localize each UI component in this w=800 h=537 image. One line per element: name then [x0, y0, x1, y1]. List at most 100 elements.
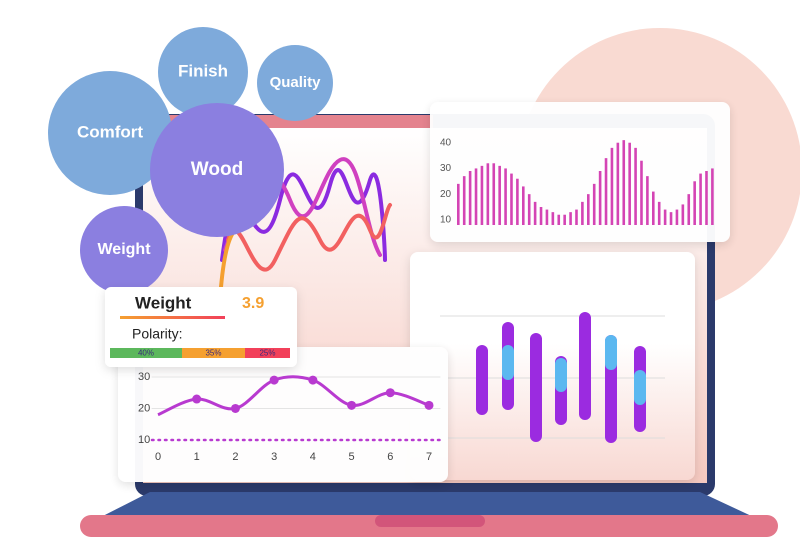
- bar: [462, 176, 466, 225]
- y-tick-label: 10: [138, 434, 150, 446]
- y-tick-label: 40: [440, 137, 452, 148]
- tooltip-score: 3.9: [242, 295, 264, 312]
- bar: [652, 191, 655, 225]
- bubble: [80, 206, 168, 294]
- bar: [474, 168, 478, 225]
- x-tick-label: 0: [155, 451, 161, 463]
- x-tick-label: 3: [271, 451, 277, 463]
- x-tick-label: 5: [349, 451, 355, 463]
- bar: [587, 194, 590, 225]
- bar: [498, 165, 501, 225]
- bar: [504, 168, 507, 225]
- bar: [468, 171, 472, 225]
- x-tick-label: 6: [387, 451, 393, 463]
- y-tick-label: 20: [138, 402, 150, 414]
- bar: [539, 207, 543, 225]
- bubble: [257, 45, 333, 121]
- bar: [646, 176, 649, 225]
- line-point: [308, 375, 318, 385]
- x-tick-label: 2: [232, 451, 238, 463]
- range-panel: [410, 252, 695, 480]
- y-tick-label: 30: [440, 163, 452, 174]
- keyboard: [95, 492, 760, 520]
- bar: [616, 142, 620, 225]
- bar: [492, 163, 496, 225]
- bubble-label: Comfort: [77, 122, 143, 141]
- x-tick-label: 1: [194, 451, 200, 463]
- bar: [563, 214, 566, 225]
- line-point: [269, 375, 279, 385]
- tooltip-title: Weight: [135, 293, 192, 312]
- bubble: [150, 103, 284, 237]
- bar: [693, 181, 696, 225]
- range-bar: [476, 345, 488, 415]
- polarity-segment: [182, 348, 245, 358]
- x-tick-label: 7: [426, 451, 432, 463]
- bar: [634, 147, 637, 225]
- bar: [657, 201, 661, 225]
- y-tick-label: 20: [440, 189, 452, 200]
- range-highlight: [555, 358, 567, 392]
- bar: [575, 209, 578, 225]
- bar: [569, 212, 572, 225]
- line-point: [347, 400, 357, 410]
- bar: [699, 173, 702, 225]
- bar: [663, 209, 667, 225]
- tooltip-underline: [120, 316, 225, 319]
- tooltip: [105, 287, 297, 367]
- line-panel: [118, 347, 448, 482]
- bar: [557, 214, 561, 225]
- polarity-label: 25%: [259, 349, 275, 358]
- range-highlight: [502, 345, 514, 380]
- y-tick-label: 30: [138, 371, 150, 383]
- bar: [604, 158, 608, 225]
- range-highlight: [605, 335, 617, 370]
- bar: [681, 204, 685, 225]
- bar: [675, 209, 679, 225]
- range-bar: [530, 333, 542, 442]
- line-point: [192, 394, 202, 404]
- bar: [598, 171, 602, 225]
- x-tick-label: 4: [310, 451, 316, 463]
- y-tick-label: 10: [440, 214, 452, 225]
- bar: [711, 168, 714, 225]
- bubble-label: Wood: [191, 159, 243, 180]
- bar: [628, 142, 631, 225]
- bubble-label: Weight: [97, 241, 151, 258]
- line-point: [424, 400, 434, 410]
- bar: [705, 171, 708, 225]
- bubble: [48, 71, 172, 195]
- bar: [551, 212, 555, 225]
- bar: [687, 194, 691, 225]
- polarity-segment: [245, 348, 290, 358]
- line-point: [230, 403, 240, 413]
- bar: [610, 147, 614, 225]
- bar: [669, 212, 673, 225]
- line-point: [385, 388, 395, 398]
- polarity-segment: [110, 348, 182, 358]
- bubble: [158, 27, 248, 117]
- bubble-label: Finish: [178, 61, 228, 80]
- bar: [533, 201, 537, 225]
- bar: [527, 194, 531, 225]
- bar: [581, 201, 584, 225]
- bar: [592, 183, 596, 225]
- bar: [486, 163, 490, 225]
- range-highlight: [634, 370, 646, 405]
- polarity-label: 40%: [138, 349, 154, 358]
- bar: [545, 209, 549, 225]
- bar: [457, 183, 460, 225]
- polarity-label: 35%: [205, 349, 221, 358]
- bar: [510, 173, 513, 225]
- bar: [516, 178, 519, 225]
- range-bar: [579, 312, 591, 420]
- range-chart: [440, 312, 665, 443]
- laptop-notch: [375, 515, 485, 527]
- bar: [622, 140, 626, 225]
- bar: [480, 165, 484, 225]
- bar: [640, 160, 643, 225]
- bubble-label: Quality: [270, 74, 322, 91]
- tooltip-subtitle: Polarity:: [132, 326, 183, 342]
- bar: [522, 186, 525, 225]
